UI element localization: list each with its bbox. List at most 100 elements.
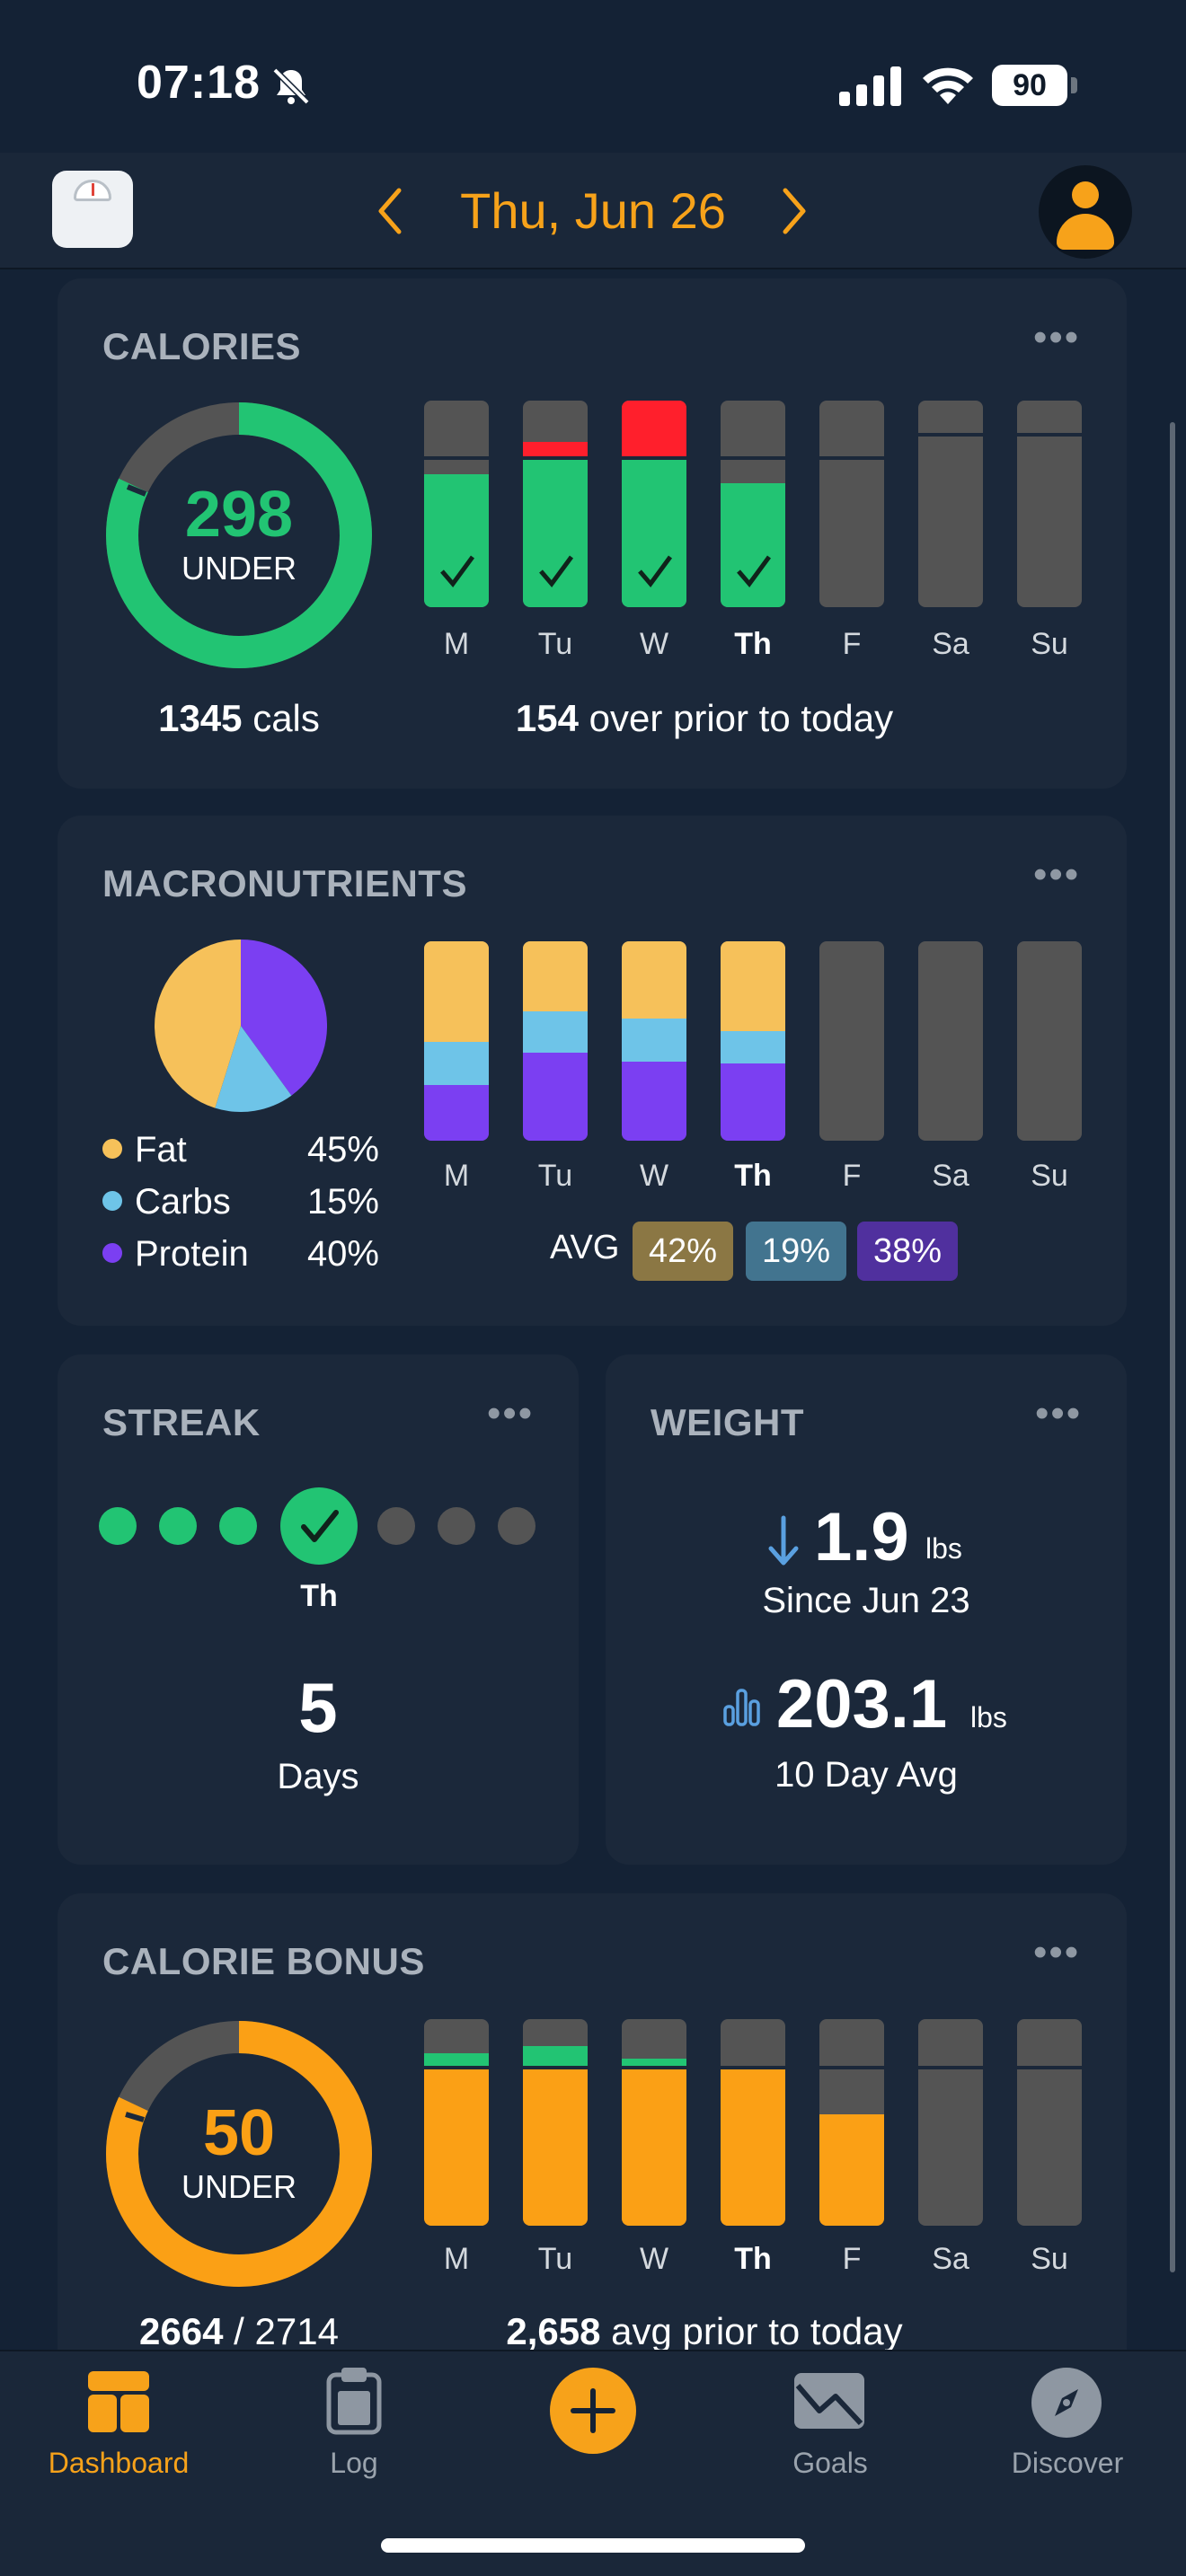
calories-ring-value: 298 — [184, 479, 294, 551]
bonus-more-icon[interactable]: ••• — [1033, 1930, 1081, 1974]
day-label: Sa — [932, 627, 969, 661]
scale-icon[interactable] — [52, 171, 133, 248]
day-label-today: Th — [734, 627, 772, 661]
date-title[interactable]: Thu, Jun 26 — [460, 182, 726, 239]
check-icon — [638, 555, 673, 588]
tab-dashboard[interactable]: Dashboard — [48, 2447, 190, 2479]
bonus-ring-label: UNDER — [181, 2168, 296, 2205]
legend-protein-pct: 40% — [306, 1234, 379, 1274]
streak-dot — [219, 1507, 257, 1545]
battery-level: 90 — [992, 65, 1067, 106]
day-label: Su — [1031, 627, 1068, 661]
home-indicator[interactable] — [381, 2538, 805, 2553]
calories-bar-w[interactable] — [622, 401, 686, 607]
profile-avatar-icon[interactable] — [1039, 165, 1132, 259]
day-label: Su — [1031, 1159, 1068, 1193]
day-label: F — [842, 2242, 862, 2276]
bonus-bar-w[interactable] — [622, 2019, 686, 2226]
battery-icon: 90 — [992, 65, 1078, 106]
calorie-bonus-card[interactable]: CALORIE BONUS ••• 50 UNDER 2664 / 2714 2… — [58, 1893, 1127, 2396]
wifi-icon — [923, 67, 973, 104]
streak-card[interactable]: STREAK ••• Th 5 Days — [58, 1354, 579, 1865]
macros-bar-su[interactable] — [1017, 941, 1082, 1141]
header-divider — [0, 268, 1186, 269]
streak-dot — [99, 1507, 137, 1545]
streak-today-check-icon — [280, 1487, 358, 1565]
streak-more-icon[interactable]: ••• — [487, 1391, 535, 1435]
day-label: M — [443, 627, 470, 661]
dashboard-icon[interactable] — [86, 2369, 151, 2434]
add-button[interactable] — [550, 2368, 636, 2454]
day-label: Sa — [932, 1159, 969, 1193]
weight-more-icon[interactable]: ••• — [1035, 1391, 1083, 1435]
bonus-totals: 2664 / 2714 — [139, 2310, 339, 2352]
calories-bar-tu[interactable] — [523, 401, 588, 607]
day-label: F — [842, 627, 862, 661]
bonus-bar-sa[interactable] — [918, 2019, 983, 2226]
goals-chart-icon[interactable] — [792, 2371, 866, 2430]
weight-since: Since Jun 23 — [762, 1581, 970, 1620]
macros-card[interactable]: MACRONUTRIENTS ••• Fat 45% Carbs 15% Pro… — [58, 816, 1127, 1326]
calories-ring-label: UNDER — [181, 550, 296, 587]
day-label: Sa — [932, 2242, 969, 2276]
plus-icon — [571, 2388, 615, 2433]
bonus-bar-tu[interactable] — [523, 2019, 588, 2226]
day-label: M — [443, 1159, 470, 1193]
macros-bar-w[interactable] — [622, 941, 686, 1141]
calories-ring — [106, 402, 372, 668]
tab-bar-divider — [0, 2350, 1186, 2351]
day-label: M — [443, 2242, 470, 2276]
chevron-left-icon[interactable] — [368, 180, 413, 243]
macros-bar-f[interactable] — [819, 941, 884, 1141]
tab-goals[interactable]: Goals — [792, 2447, 868, 2479]
macros-pie — [155, 940, 327, 1112]
day-label-today: Th — [734, 1159, 772, 1193]
macros-bar-m[interactable] — [424, 941, 489, 1141]
check-icon — [539, 555, 574, 588]
calories-bar-sa[interactable] — [918, 401, 983, 607]
arrow-down-icon — [768, 1515, 799, 1566]
bonus-ring — [106, 2021, 372, 2287]
day-label: Tu — [537, 1159, 573, 1193]
calories-more-icon[interactable]: ••• — [1033, 315, 1081, 359]
bonus-bar-th[interactable] — [721, 2019, 785, 2226]
macros-title: MACRONUTRIENTS — [102, 862, 467, 904]
streak-unit: Days — [277, 1757, 359, 1796]
calories-bar-m[interactable] — [424, 401, 489, 607]
check-icon — [737, 555, 772, 588]
calories-bar-f[interactable] — [819, 401, 884, 607]
weight-title: WEIGHT — [651, 1401, 804, 1443]
chevron-right-icon[interactable] — [771, 180, 816, 243]
legend-fat: Fat — [102, 1130, 187, 1170]
weight-avg-unit: lbs — [970, 1701, 1007, 1734]
tab-log[interactable]: Log — [330, 2447, 378, 2479]
weight-card[interactable]: WEIGHT ••• 1.9 lbs Since Jun 23 203.1 lb… — [606, 1354, 1127, 1865]
bonus-bar-su[interactable] — [1017, 2019, 1082, 2226]
tab-discover[interactable]: Discover — [1011, 2447, 1124, 2479]
scrollbar[interactable] — [1170, 422, 1175, 2272]
compass-icon[interactable] — [1031, 2368, 1102, 2438]
bonus-bar-f[interactable] — [819, 2019, 884, 2226]
calories-card[interactable]: CALORIES ••• 298 UNDER 1345 cals 154 ove… — [58, 278, 1127, 789]
bonus-ring-value: 50 — [202, 2097, 276, 2169]
day-label: W — [639, 2242, 669, 2276]
weight-change-unit: lbs — [925, 1532, 962, 1565]
bonus-bar-m[interactable] — [424, 2019, 489, 2226]
streak-count: 5 — [298, 1668, 338, 1747]
legend-carbs-pct: 15% — [306, 1182, 379, 1222]
day-label: W — [639, 1159, 669, 1193]
calories-bar-th[interactable] — [721, 401, 785, 607]
clipboard-icon[interactable] — [325, 2366, 383, 2436]
bonus-summary: 2,658 avg prior to today — [506, 2310, 903, 2352]
day-label: F — [842, 1159, 862, 1193]
day-label: W — [639, 627, 669, 661]
macros-more-icon[interactable]: ••• — [1033, 852, 1081, 896]
legend-protein: Protein — [102, 1234, 249, 1275]
macros-bar-sa[interactable] — [918, 941, 983, 1141]
streak-dot — [377, 1507, 415, 1545]
calories-consumed: 1345 cals — [158, 697, 320, 739]
macros-bar-th[interactable] — [721, 941, 785, 1141]
macros-bar-tu[interactable] — [523, 941, 588, 1141]
calories-bar-su[interactable] — [1017, 401, 1082, 607]
streak-dot — [438, 1507, 475, 1545]
